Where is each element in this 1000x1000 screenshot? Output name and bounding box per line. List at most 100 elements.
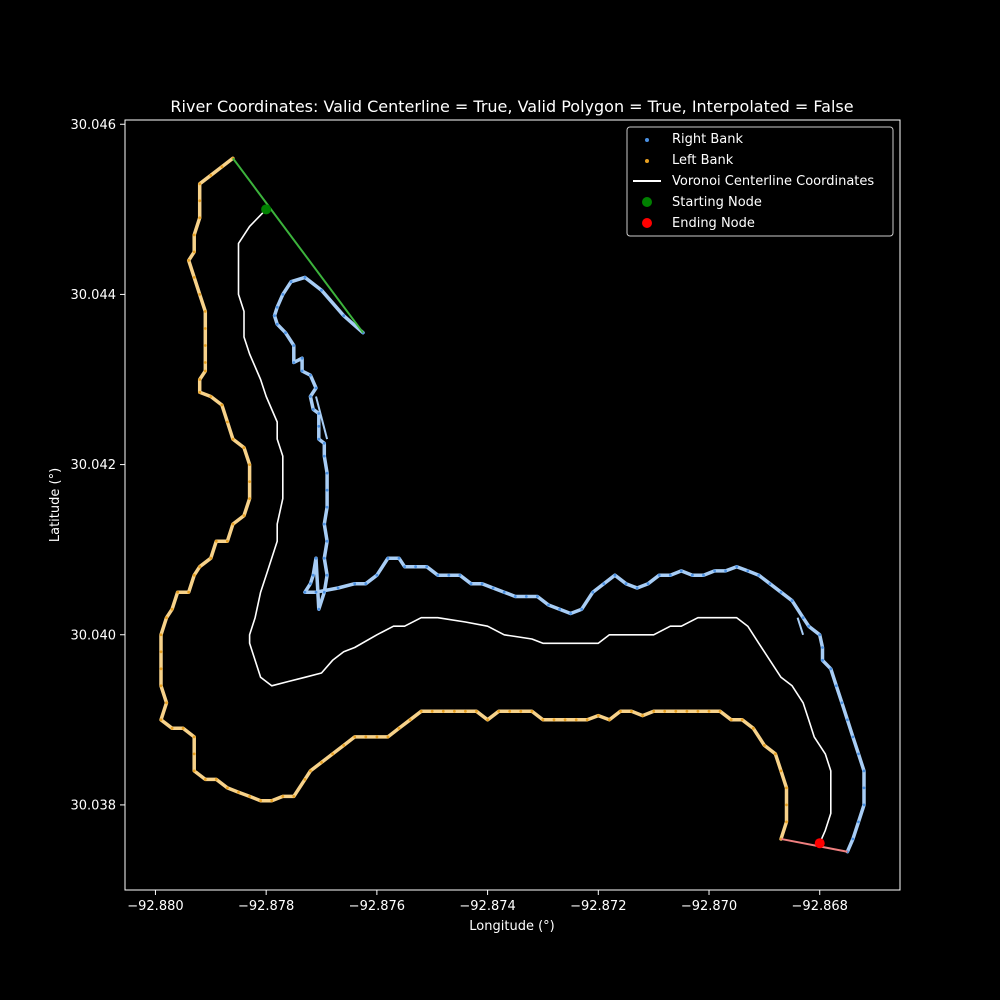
right-bank-segment-upper bbox=[315, 396, 329, 440]
left-bank-point bbox=[226, 420, 229, 424]
right-bank-point bbox=[862, 769, 866, 773]
left-bank-point bbox=[785, 803, 788, 807]
x-tick-label: −92.876 bbox=[349, 899, 405, 914]
y-tick-label: 30.040 bbox=[71, 628, 117, 643]
left-bank-point bbox=[259, 799, 262, 803]
right-bank-point bbox=[602, 582, 606, 586]
left-bank-point bbox=[165, 701, 168, 705]
x-axis-ticks: −92.880 −92.878 −92.876 −92.874 −92.872 −92.8… bbox=[127, 890, 848, 914]
left-bank-point bbox=[198, 216, 202, 220]
left-bank-point bbox=[242, 514, 246, 517]
left-bank-point bbox=[242, 446, 246, 449]
legend-box bbox=[626, 126, 894, 237]
right-bank-point bbox=[289, 280, 293, 284]
right-bank-point bbox=[857, 752, 860, 756]
right-bank-segment-lower bbox=[796, 617, 805, 636]
right-bank-point bbox=[322, 522, 326, 526]
left-bank-point bbox=[563, 718, 567, 722]
right-bank-point bbox=[364, 582, 368, 586]
right-bank-point bbox=[414, 565, 417, 569]
legend-left-bank-marker bbox=[645, 159, 649, 163]
right-bank-point bbox=[580, 607, 584, 611]
left-bank-point bbox=[441, 709, 445, 713]
left-bank-point bbox=[342, 744, 346, 747]
right-bank-point bbox=[322, 556, 326, 560]
starting-node bbox=[261, 204, 272, 215]
right-bank-point bbox=[624, 582, 628, 586]
left-bank-point bbox=[774, 752, 777, 756]
right-bank-point bbox=[821, 658, 824, 662]
right-bank-point bbox=[303, 590, 307, 594]
right-bank-point bbox=[300, 369, 304, 373]
chart-title: River Coordinates: Valid Centerline = Tr… bbox=[170, 97, 853, 116]
right-bank-point bbox=[862, 786, 866, 790]
right-bank-point bbox=[558, 607, 561, 611]
right-bank-point bbox=[317, 437, 321, 441]
right-bank-point bbox=[275, 322, 279, 326]
right-bank-point bbox=[536, 595, 539, 598]
start-connector-line bbox=[232, 157, 364, 334]
left-bank-point bbox=[375, 735, 379, 739]
right-bank-point bbox=[513, 595, 517, 598]
end-connector-line bbox=[780, 837, 848, 853]
left-bank-point bbox=[187, 590, 191, 594]
left-bank-point bbox=[220, 165, 224, 169]
legend-right-bank-label: Right Bank bbox=[672, 132, 743, 147]
left-bank-point bbox=[652, 709, 656, 713]
right-bank-point bbox=[768, 582, 772, 586]
left-bank-point bbox=[585, 718, 589, 722]
right-bank-point bbox=[292, 344, 296, 347]
centerline bbox=[237, 208, 832, 844]
legend-left-bank-label: Left Bank bbox=[672, 153, 734, 168]
right-bank-point bbox=[325, 488, 329, 492]
left-bank-point bbox=[408, 718, 412, 722]
legend-centerline-label: Voronoi Centerline Coordinates bbox=[672, 174, 874, 189]
left-bank-point bbox=[231, 437, 235, 441]
right-bank-point bbox=[275, 305, 279, 309]
left-bank-point bbox=[475, 709, 478, 713]
left-bank-point bbox=[419, 709, 423, 713]
y-tick-label: 30.044 bbox=[71, 288, 117, 303]
left-bank-point bbox=[779, 769, 783, 773]
left-bank-point bbox=[386, 735, 390, 739]
right-bank-point bbox=[314, 556, 318, 560]
right-bank-point bbox=[311, 407, 315, 411]
x-tick-label: −92.870 bbox=[681, 899, 737, 914]
plot-area bbox=[159, 156, 866, 854]
right-bank-point bbox=[829, 667, 833, 671]
left-bank-point bbox=[608, 718, 611, 722]
left-bank-point bbox=[214, 778, 218, 781]
right-bank-point bbox=[524, 595, 528, 598]
left-bank-point bbox=[170, 726, 174, 730]
left-bank-point bbox=[226, 786, 229, 790]
legend-ending-node-marker bbox=[642, 218, 652, 228]
legend: Right Bank Left Bank Voronoi Centerline … bbox=[626, 126, 894, 237]
left-bank-point bbox=[198, 293, 202, 296]
left-bank-point bbox=[176, 590, 180, 594]
y-axis-label: Latitude (°) bbox=[48, 468, 63, 542]
left-bank-point bbox=[198, 390, 202, 394]
left-bank-point bbox=[353, 735, 357, 739]
right-bank-point bbox=[322, 441, 326, 445]
left-bank-point bbox=[785, 786, 788, 790]
left-bank-point bbox=[192, 276, 196, 279]
right-bank-point bbox=[491, 586, 495, 590]
left-bank-point bbox=[685, 709, 689, 713]
right-bank-point bbox=[322, 454, 326, 458]
left-bank-point bbox=[729, 718, 733, 722]
right-bank-point bbox=[679, 569, 683, 573]
left-bank-point bbox=[619, 709, 622, 713]
right-bank-point bbox=[851, 837, 855, 841]
right-bank-point bbox=[569, 612, 572, 615]
left-bank-point bbox=[237, 790, 240, 794]
right-bank-point bbox=[821, 646, 824, 649]
right-bank-point bbox=[353, 582, 357, 586]
right-bank-point bbox=[317, 412, 321, 415]
left-bank-point bbox=[519, 709, 523, 713]
x-tick-label: −92.872 bbox=[570, 899, 626, 914]
x-tick-label: −92.878 bbox=[238, 899, 294, 914]
left-bank-point bbox=[192, 250, 196, 254]
left-bank-point bbox=[214, 539, 218, 543]
right-bank-point bbox=[317, 424, 321, 428]
left-bank-point bbox=[165, 616, 168, 620]
